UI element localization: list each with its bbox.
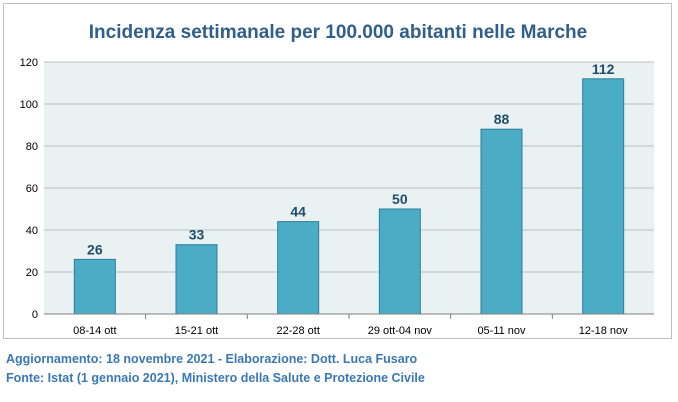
x-tick-label: 29 ott-04 nov: [368, 325, 433, 337]
bar-value-label: 26: [87, 241, 103, 257]
y-tick-label: 60: [26, 183, 38, 195]
bars: [73, 78, 625, 315]
gridlines: [44, 61, 654, 273]
x-axis-ticks: 08-14 ott 15-21 ott 22-28 ott 29 ott-04 nov…: [73, 314, 628, 337]
bar: [480, 128, 523, 315]
bar: [378, 208, 421, 315]
bar: [582, 78, 625, 315]
footer-source: Fonte: Istat (1 gennaio 2021), Ministero…: [6, 371, 425, 385]
x-tick-label: 12-18 nov: [579, 325, 628, 337]
bar-value-label: 112: [592, 61, 615, 77]
bar-value-label: 50: [392, 191, 408, 207]
x-tick-label: 05-11 nov: [477, 325, 526, 337]
bar-chart: Incidenza settimanale per 100.000 abitan…: [20, 22, 654, 337]
y-tick-label: 80: [26, 141, 38, 153]
y-tick-label: 40: [26, 225, 38, 237]
bar-value-label: 33: [189, 227, 205, 243]
bar-value-label: 88: [494, 111, 510, 127]
y-tick-label: 20: [26, 267, 38, 279]
y-tick-label: 100: [20, 99, 38, 111]
y-tick-label: 0: [32, 309, 38, 321]
bar-value-label: 44: [290, 204, 306, 220]
x-tick-label: 22-28 ott: [276, 325, 319, 337]
chart-title: Incidenza settimanale per 100.000 abitan…: [89, 22, 587, 43]
x-tick-label: 15-21 ott: [175, 325, 218, 337]
y-tick-label: 120: [20, 57, 38, 69]
y-axis-ticks: 0 20 40 60 80 100 120: [20, 57, 38, 321]
bar: [73, 258, 116, 315]
footer-update-credit: Aggiornamento: 18 novembre 2021 - Elabor…: [6, 352, 418, 366]
bar: [277, 221, 320, 315]
bar: [175, 244, 218, 315]
x-tick-label: 08-14 ott: [73, 325, 116, 337]
data-labels: 26 33 44 50 88 112: [87, 61, 615, 258]
